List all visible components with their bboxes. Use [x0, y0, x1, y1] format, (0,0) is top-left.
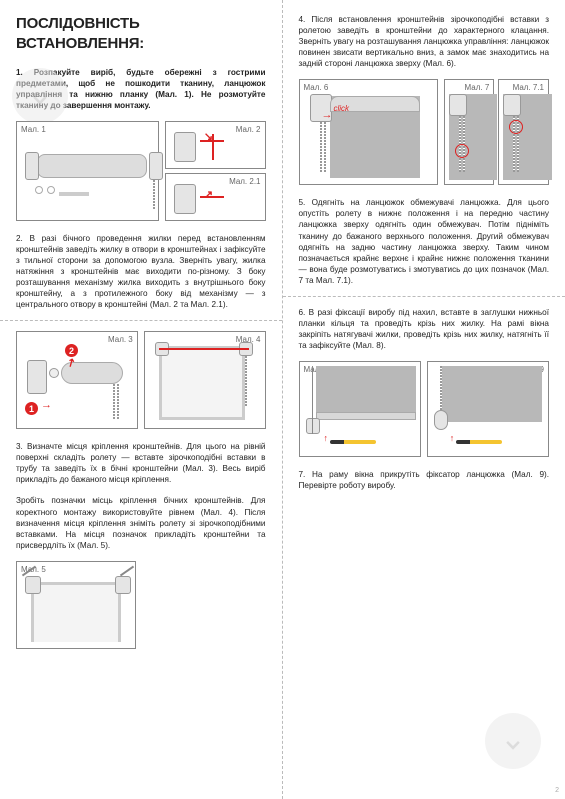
step-5-text: 5. Одягніть на ланцюжок обмежувачі ланцю… [299, 197, 550, 286]
divider-right [283, 296, 565, 297]
step-3a-text: 3. Визначте місця кріплення кронштейнів.… [16, 441, 266, 485]
figure-1: Мал. 1 [16, 121, 159, 221]
figure-4: Мал. 4 [144, 331, 266, 429]
figure-7-label: Мал. 7 [465, 83, 490, 94]
figure-2-1-label: Мал. 2.1 [229, 177, 260, 188]
figure-2: Мал. 2 ↘ [165, 121, 266, 169]
right-column: 4. Після встановлення кронштейнів зірочк… [283, 0, 565, 799]
left-column: ПОСЛІДОВНІСТЬ ВСТАНОВЛЕННЯ: 1. Розпакуйт… [0, 0, 283, 799]
watermark-icon [12, 68, 68, 124]
figure-row-5: Мал. 8 ↑ Мал. 9 ↑ [299, 361, 550, 457]
step-num-1: 1 [25, 402, 38, 415]
figure-row-3: Мал. 5 [16, 561, 266, 649]
figure-7-1: Мал. 7.1 [498, 79, 549, 185]
click-label: click [334, 104, 350, 115]
figure-7-1-label: Мал. 7.1 [513, 83, 544, 94]
watermark-icon-2 [485, 713, 541, 769]
step-6-text: 6. В разі фіксації виробу під нахил, вст… [299, 307, 550, 351]
page-number: 2 [555, 786, 559, 795]
figure-6-label: Мал. 6 [304, 83, 329, 94]
step-4-text: 4. Після встановлення кронштейнів зірочк… [299, 14, 550, 69]
figure-9: Мал. 9 ↑ [427, 361, 549, 457]
figure-row-1: Мал. 1 Мал. 2 ↘ Мал. 2.1 [16, 121, 266, 221]
figure-2-label: Мал. 2 [236, 125, 261, 136]
step-2-text: 2. В разі бічного проведення жилки перед… [16, 233, 266, 310]
step-7-text: 7. На раму вікна прикрутіть фіксатор лан… [299, 469, 550, 491]
page-title: ПОСЛІДОВНІСТЬ ВСТАНОВЛЕННЯ: [16, 14, 266, 55]
figure-2-1: Мал. 2.1 ↗ [165, 173, 266, 221]
figure-7: Мал. 7 [444, 79, 495, 185]
figure-3: Мал. 3 1 2 → ↗ [16, 331, 138, 429]
step-3b-text: Зробіть позначки місць кріплення бічних … [16, 495, 266, 550]
figure-5: Мал. 5 [16, 561, 136, 649]
figure-row-4: Мал. 6 → click Мал. 7 М [299, 79, 550, 185]
figure-1-label: Мал. 1 [21, 125, 46, 136]
figure-3-label: Мал. 3 [108, 335, 133, 346]
divider-left [0, 320, 282, 321]
figure-row-2: Мал. 3 1 2 → ↗ Мал. 4 [16, 331, 266, 429]
figure-6: Мал. 6 → click [299, 79, 438, 185]
figure-8: Мал. 8 ↑ [299, 361, 421, 457]
